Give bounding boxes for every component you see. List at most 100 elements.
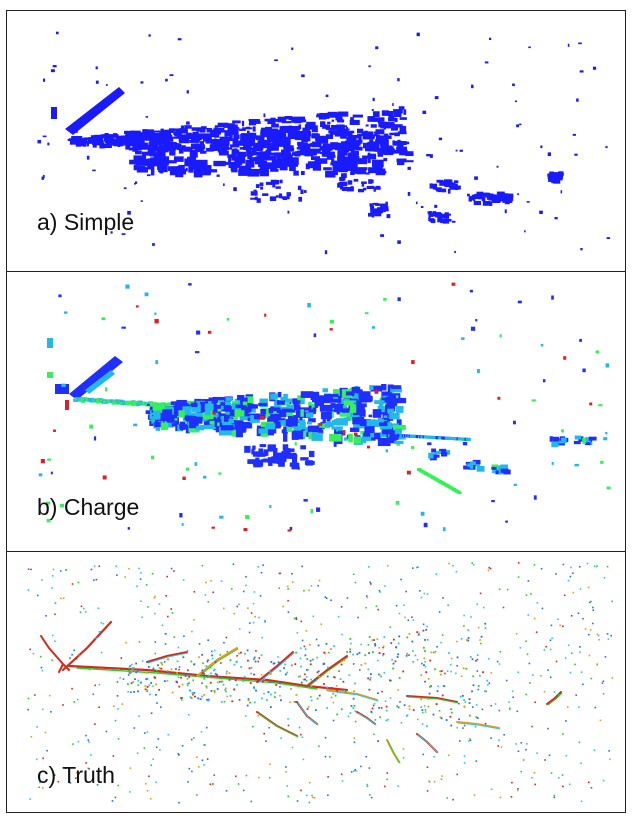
hit-dot <box>468 714 471 717</box>
hit-dot <box>472 684 475 687</box>
hit-block <box>380 139 389 148</box>
hit-dot <box>368 767 371 769</box>
hit-dot <box>402 748 405 750</box>
hit-dot <box>98 565 101 568</box>
hit-dot <box>599 719 602 722</box>
hit-dot <box>426 766 429 769</box>
hit-dot <box>132 667 135 669</box>
hit-dot <box>579 646 581 648</box>
hit-dot <box>180 676 182 679</box>
hit-block <box>353 420 362 429</box>
hit-block <box>393 434 406 440</box>
track-line <box>297 702 319 726</box>
hit-dot <box>112 755 115 757</box>
hit-block <box>552 174 555 180</box>
hit-dot <box>251 725 254 728</box>
hit-block <box>275 139 280 147</box>
hit-dot <box>166 679 169 682</box>
hit-dot <box>512 420 516 425</box>
hit-dot <box>222 683 225 686</box>
hit-dot <box>562 785 564 788</box>
hit-block <box>153 135 165 144</box>
hit-block <box>228 418 235 424</box>
hit-dot <box>263 678 266 681</box>
hit-dot <box>190 738 193 741</box>
hit-block <box>252 445 256 450</box>
hit-block <box>351 386 361 393</box>
hit-block <box>169 170 178 176</box>
hit-block <box>275 421 281 429</box>
hit-block <box>450 183 458 187</box>
hit-dot <box>252 602 255 605</box>
hit-dot <box>494 703 497 705</box>
hit-block <box>101 134 111 139</box>
hit-block <box>316 113 322 116</box>
hit-dot <box>403 604 405 607</box>
hit-dot <box>264 620 266 622</box>
hit-block <box>281 408 293 413</box>
hit-dot <box>98 683 101 686</box>
hit-dot <box>353 704 356 707</box>
hit-block <box>303 151 317 156</box>
hit-dot <box>461 337 465 340</box>
hit-dot <box>333 676 336 679</box>
hit-dot <box>562 733 564 735</box>
hit-dot <box>380 675 383 678</box>
hit-dot <box>191 630 193 633</box>
hit-block <box>185 415 197 422</box>
hit-dot <box>370 710 373 713</box>
hit-dot <box>582 683 584 686</box>
hit-dot <box>288 423 293 427</box>
hit-dot <box>324 755 327 758</box>
hit-dot <box>484 690 486 692</box>
hit-dot <box>359 669 361 671</box>
hit-dot <box>300 620 303 623</box>
hit-block <box>441 188 447 193</box>
hit-block <box>278 461 285 467</box>
hit-block <box>190 143 201 147</box>
hit-dot <box>580 762 582 765</box>
hit-dot <box>175 680 178 683</box>
hit-dot <box>567 43 570 47</box>
hit-block <box>220 144 229 151</box>
hit-block <box>115 135 126 141</box>
hit-dot <box>306 658 309 660</box>
hit-dot <box>45 615 47 617</box>
hit-dot <box>308 643 311 646</box>
hit-dot <box>29 648 32 651</box>
hit-block <box>265 126 272 131</box>
hit-block <box>435 212 442 215</box>
hit-dot <box>420 511 425 516</box>
hit-dot <box>213 649 216 652</box>
hit-block <box>286 404 295 410</box>
hit-block <box>255 184 260 188</box>
hit-block <box>262 133 270 137</box>
hit-dot <box>373 188 376 192</box>
hit-block <box>368 179 374 184</box>
hit-dot <box>347 715 350 718</box>
hit-block <box>308 401 312 406</box>
hit-dot <box>365 755 368 758</box>
hit-dot <box>210 672 212 675</box>
hit-block <box>283 448 291 455</box>
hit-dot <box>127 674 130 676</box>
hit-block <box>482 200 491 206</box>
hit-dot <box>50 471 53 475</box>
hit-dot <box>129 791 131 793</box>
hit-dot <box>50 711 52 713</box>
hit-dot <box>190 135 193 139</box>
hit-block <box>390 388 402 393</box>
hit-block <box>260 129 268 135</box>
hit-block <box>277 391 282 398</box>
hit-dot <box>233 187 237 192</box>
hit-dot <box>397 642 400 645</box>
hit-block <box>231 166 238 173</box>
hit-dot <box>336 689 339 692</box>
hit-dot <box>486 679 489 682</box>
hit-dot <box>469 289 473 293</box>
hit-dot <box>304 678 306 681</box>
hit-dot <box>438 137 443 141</box>
hit-block <box>457 491 462 495</box>
hit-block <box>359 419 371 427</box>
hit-dot <box>455 149 458 152</box>
